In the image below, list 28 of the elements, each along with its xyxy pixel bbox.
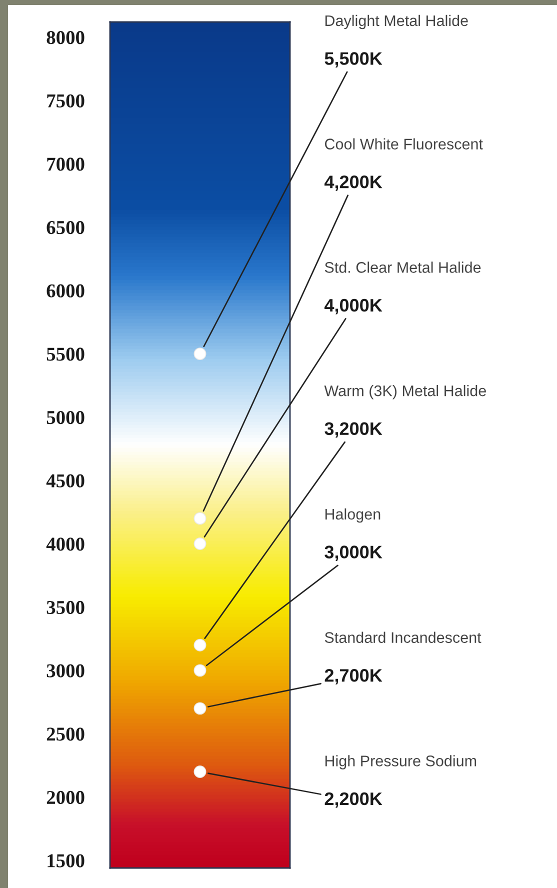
data-label: 2,700K (324, 669, 382, 684)
data-label: 5,500K (324, 52, 382, 68)
text: Cool White Fluorescent (324, 138, 483, 150)
y-tick-label: 2000 (46, 790, 84, 804)
y-tick-label: 7500 (47, 94, 84, 108)
y-tick-label: 3000 (46, 664, 84, 678)
y-tick-label: 1500 (48, 854, 84, 868)
y-tick-label: 3500 (46, 600, 84, 614)
data-label: 3,200K (324, 422, 382, 438)
text: Halogen (325, 508, 380, 523)
y-tick-label: 5500 (46, 348, 84, 361)
y-tick-label: 8000 (46, 31, 84, 44)
text: Standard Incandescent (324, 632, 482, 643)
data-label: 3,000K (324, 546, 382, 562)
y-tick-label: 2500 (46, 728, 84, 741)
y-tick-label: 6500 (46, 220, 84, 234)
y-tick-label: 4500 (46, 474, 84, 488)
y-tick-label: 5000 (46, 410, 84, 424)
data-label: 4,200K (324, 176, 382, 191)
y-tick-label: 7000 (47, 158, 84, 171)
text: High Pressure Sodium (325, 755, 476, 770)
data-label: 4,000K (324, 298, 382, 314)
text: Warm (3K) Metal Halide (324, 385, 486, 400)
data-label: 2,200K (324, 792, 382, 808)
y-tick-label: 4000 (46, 538, 84, 551)
text: Std. Clear Metal Halide (324, 262, 481, 273)
text: Daylight Metal Halide (325, 14, 468, 30)
y-tick-label: 6000 (46, 284, 84, 298)
